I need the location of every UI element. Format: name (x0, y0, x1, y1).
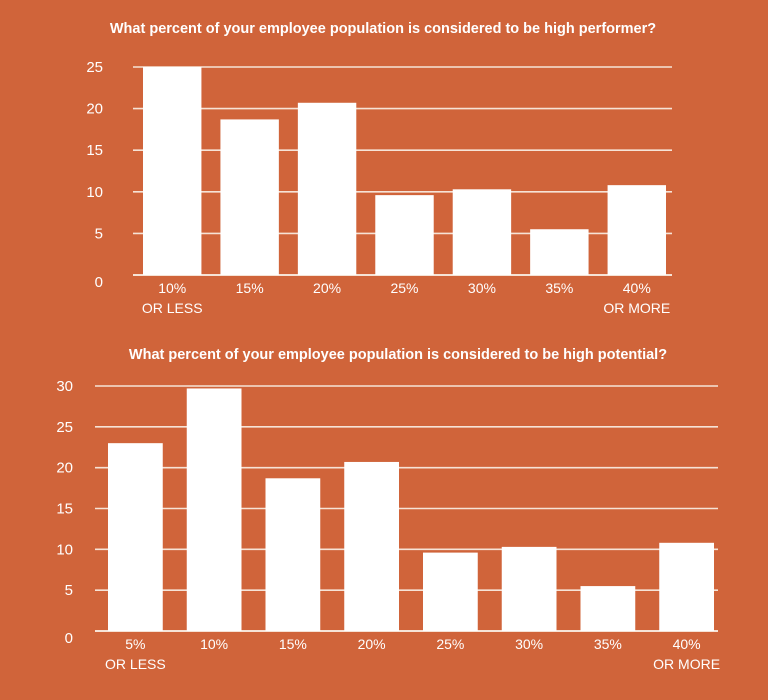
y-tick-label: 15 (86, 142, 103, 159)
x-tick-label: 10% (158, 280, 186, 296)
bar (423, 552, 478, 631)
x-tick-label: 30% (515, 636, 543, 652)
y-tick-label: 10 (86, 184, 103, 201)
chart-1: What percent of your employee population… (86, 21, 672, 316)
bar (659, 542, 714, 631)
bar (530, 229, 589, 275)
x-tick-label: 15% (236, 280, 264, 296)
bar (452, 189, 512, 275)
bar (607, 185, 666, 275)
x-tick-label: 35% (594, 636, 622, 652)
bar (220, 119, 279, 275)
y-tick-label: 5 (95, 225, 103, 242)
x-tick-label: 35% (545, 280, 573, 296)
x-tick-label: 20% (313, 280, 341, 296)
y-tick-label: 25 (86, 59, 103, 76)
x-tick-label: 5% (125, 636, 145, 652)
chart-title: What percent of your employee population… (129, 347, 667, 363)
y-tick-label: 20 (56, 460, 73, 477)
y-tick-label: 10 (56, 541, 73, 558)
x-tick-label: 25% (390, 280, 418, 296)
x-tick-label: 10% (200, 636, 228, 652)
bar (265, 478, 321, 631)
x-tick-label: 25% (436, 636, 464, 652)
chart-title: What percent of your employee population… (110, 21, 656, 37)
x-tick-label: 15% (279, 636, 307, 652)
bar (186, 388, 242, 631)
y-tick-label: 15 (56, 501, 73, 518)
x-tick-label: 40% (623, 280, 651, 296)
y-tick-label: 0 (65, 630, 73, 647)
y-tick-label: 25 (56, 419, 73, 436)
bar (344, 461, 399, 631)
y-tick-label: 20 (86, 101, 103, 118)
bar (297, 102, 357, 275)
bar (501, 546, 557, 631)
bar (108, 443, 163, 631)
bar (375, 195, 434, 275)
y-tick-label: 5 (65, 582, 73, 599)
x-tick-label: OR MORE (603, 300, 670, 316)
y-tick-label: 30 (56, 378, 73, 395)
y-tick-label: 0 (95, 274, 103, 291)
x-tick-label: OR LESS (142, 300, 203, 316)
x-tick-label: 30% (468, 280, 496, 296)
bar (580, 586, 636, 631)
chart-2: What percent of your employee population… (56, 347, 720, 672)
bar (143, 67, 202, 275)
x-tick-label: OR LESS (105, 656, 166, 672)
x-tick-label: 20% (358, 636, 386, 652)
x-tick-label: OR MORE (653, 656, 720, 672)
x-tick-label: 40% (673, 636, 701, 652)
